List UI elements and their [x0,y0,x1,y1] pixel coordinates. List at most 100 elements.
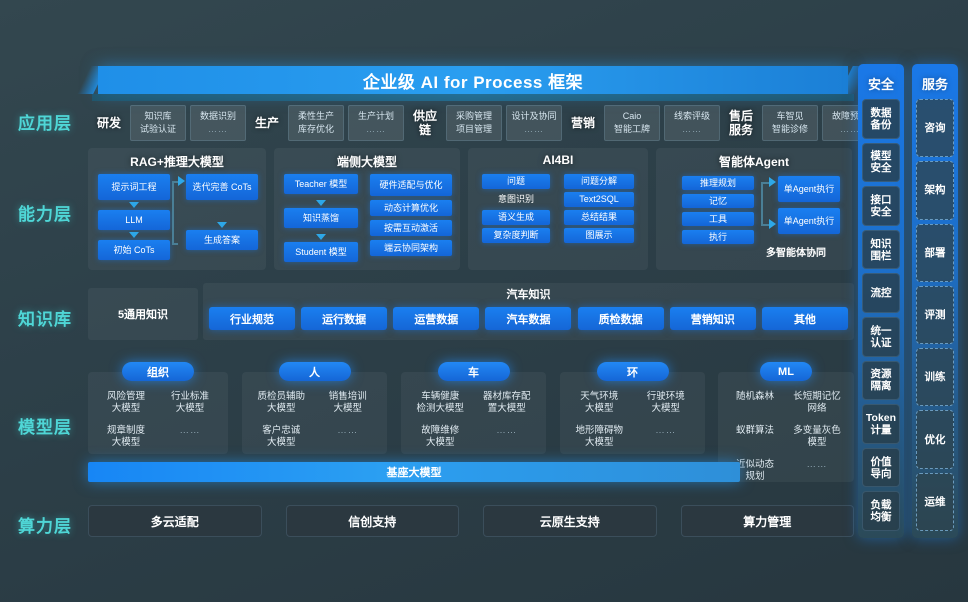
app-cell[interactable]: 采购管理 项目管理 [446,105,502,141]
service-item-operations[interactable]: 运维 [916,472,954,531]
knowledge-chip-industry-standards[interactable]: 行业规范 [209,307,295,330]
knowledge-chip-other[interactable]: 其他 [761,307,848,330]
model-group-ml[interactable]: ML 随机森林 长短期记忆 网络 蚁群算法 多变量灰色 模型 近似动态 规划 …… [718,362,854,482]
chip-execution[interactable]: 执行 [682,230,754,244]
compute-cell-cloud-native[interactable]: 云原生支持 [483,505,657,537]
security-item-knowledge-fence[interactable]: 知识 围栏 [862,229,900,270]
model-cell[interactable]: 故障维修 大模型 [421,425,460,448]
security-item-value-orientation[interactable]: 价值 导向 [862,447,900,488]
model-cell[interactable]: 风险管理 大模型 [106,391,145,414]
model-group-environment[interactable]: 环 天气环境 大模型 行驶环境 大模型 地形障碍物 大模型 …… [560,362,705,454]
chip-student-model[interactable]: Student 模型 [284,242,358,262]
chip-semantic-generation[interactable]: 语义生成 [482,210,550,225]
app-group-production[interactable]: 生产 柔性生产 库存优化 生产计划 …… [246,101,404,145]
chip-question[interactable]: 问题 [482,174,550,189]
knowledge-chip-vehicle-data[interactable]: 汽车数据 [485,307,572,330]
chip-dynamic-compute-opt[interactable]: 动态计算优化 [370,200,452,216]
foundation-model-bar[interactable]: 基座大模型 [88,462,740,482]
app-cell[interactable]: Caio 智能工牌 [604,105,660,141]
chip-single-agent-exec-1[interactable]: 单Agent执行 [778,176,840,202]
knowledge-chip-marketing-knowledge[interactable]: 营销知识 [669,307,756,330]
service-item-deployment[interactable]: 部署 [916,223,954,282]
model-group-organization[interactable]: 组织 风险管理 大模型 行业标准 大模型 规章制度 大模型 …… [88,362,228,454]
app-cell[interactable]: 线索评级 …… [664,105,720,141]
app-cell[interactable]: 车智见 智能诊修 [762,105,818,141]
chip-summarize-result[interactable]: 总结结果 [564,210,634,225]
compute-cell-xinchuang[interactable]: 信创支持 [285,505,459,537]
chip-initial-cots[interactable]: 初始 CoTs [98,240,170,260]
capability-card-ai4bi[interactable]: AI4BI 问题 意图识别 语义生成 复杂度判断 问题分解 Text2SQL 总… [468,148,648,270]
compute-cell-multicloud[interactable]: 多云适配 [88,505,262,537]
model-cell[interactable]: 质检员辅助 大模型 [257,391,305,414]
app-group-marketing[interactable]: 营销 Caio 智能工牌 线索评级 …… [562,101,720,145]
chip-text2sql[interactable]: Text2SQL [564,192,634,207]
model-cell[interactable]: 多变量灰色 模型 [793,425,841,448]
service-item-evaluation[interactable]: 评测 [916,285,954,345]
security-item-resource-isolation[interactable]: 资源 隔离 [862,360,900,401]
knowledge-chip-quality-data[interactable]: 质检数据 [577,307,664,330]
model-cell[interactable]: 销售培训 大模型 [328,391,367,414]
knowledge-chip-business-data[interactable]: 运营数据 [393,307,480,330]
model-cell[interactable]: 器材库存配 置大模型 [482,391,531,414]
security-item-flow-control[interactable]: 流控 [862,273,900,313]
app-cell[interactable]: 设计及协同 …… [506,105,562,141]
security-item-load-balancing[interactable]: 负载 均衡 [862,491,900,531]
model-cell[interactable]: 随机森林 [735,391,774,402]
capability-card-rag[interactable]: RAG+推理大模型 提示词工程 LLM 初始 CoTs 迭代完善 CoTs 生成… [88,148,266,270]
app-cell[interactable]: 生产计划 …… [348,105,404,141]
service-item-training[interactable]: 训练 [916,348,954,407]
chip-single-agent-exec-2[interactable]: 单Agent执行 [778,208,840,234]
model-cell[interactable]: 车辆健康 检测大模型 [416,391,464,414]
model-cell[interactable]: 行驶环境 大模型 [646,391,685,414]
model-cell[interactable]: 长短期记忆 网络 [793,391,841,414]
capability-card-edge[interactable]: 端侧大模型 Teacher 模型 知识蒸馏 Student 模型 硬件适配与优化… [274,148,460,270]
chip-hardware-adaptation[interactable]: 硬件适配与优化 [370,174,452,196]
service-item-architecture[interactable]: 架构 [916,161,954,220]
security-item-unified-auth[interactable]: 统一 认证 [862,316,900,357]
app-cell[interactable]: 柔性生产 库存优化 [288,105,344,141]
connector-line [761,182,763,224]
model-cell[interactable]: 行业标准 大模型 [170,391,209,414]
capability-card-agent[interactable]: 智能体Agent 推理规划 记忆 工具 执行 单Agent执行 单Agent执行… [656,148,852,270]
app-cell[interactable]: 数据识别 …… [190,105,246,141]
knowledge-general[interactable]: 5通用知识 [88,288,198,340]
model-cell[interactable]: 地形障碍物 大模型 [575,425,623,448]
model-group-vehicle[interactable]: 车 车辆健康 检测大模型 器材库存配 置大模型 故障维修 大模型 …… [401,362,546,454]
model-cell[interactable]: 客户忠诚 大模型 [262,425,301,448]
model-cell[interactable]: 蚁群算法 [735,425,774,436]
chip-complexity-judgement[interactable]: 复杂度判断 [482,228,550,243]
compute-cell-management[interactable]: 算力管理 [680,505,854,537]
model-group-pill: 组织 [122,362,194,381]
app-group-rd[interactable]: 研发 知识库 试验认证 数据识别 …… [88,101,246,145]
security-item-data-backup[interactable]: 数据 备份 [862,99,900,139]
security-item-api-security[interactable]: 接口 安全 [862,186,900,226]
model-cell[interactable]: 近似动态 规划 [735,459,774,482]
chip-on-demand-activation[interactable]: 按需互动激活 [370,220,452,236]
chip-generate-answer[interactable]: 生成答案 [186,230,258,250]
chip-reasoning-planning[interactable]: 推理规划 [682,176,754,190]
chip-chart-display[interactable]: 图展示 [564,228,634,243]
service-item-optimization[interactable]: 优化 [916,410,954,469]
security-item-token-metering[interactable]: Token 计量 [862,404,900,444]
chip-teacher-model[interactable]: Teacher 模型 [284,174,358,194]
model-cell[interactable]: 规章制度 大模型 [106,425,145,448]
chip-iterative-cots[interactable]: 迭代完善 CoTs [186,174,258,200]
security-item-model-security[interactable]: 模型 安全 [862,142,900,183]
chip-tools[interactable]: 工具 [682,212,754,226]
knowledge-chip-operation-data[interactable]: 运行数据 [301,307,388,330]
arrow-down-icon [129,232,139,238]
model-group-people[interactable]: 人 质检员辅助 大模型 销售培训 大模型 客户忠诚 大模型 …… [242,362,387,454]
app-cell[interactable]: 知识库 试验认证 [130,105,186,141]
chip-knowledge-distillation[interactable]: 知识蒸馏 [284,208,358,228]
chip-intent-recognition[interactable]: 意图识别 [497,194,534,204]
app-group-supply-chain[interactable]: 供应链 采购管理 项目管理 设计及协同 …… [404,101,562,145]
service-item-consulting[interactable]: 咨询 [916,99,954,158]
chip-llm[interactable]: LLM [98,210,170,230]
chip-prompt-engineering[interactable]: 提示词工程 [98,174,170,200]
model-cell[interactable]: 天气环境 大模型 [580,391,619,414]
chip-question-decomposition[interactable]: 问题分解 [564,174,634,189]
app-group-aftersales[interactable]: 售后服务 车智见 智能诊修 故障预警 …… [720,101,878,145]
chip-memory[interactable]: 记忆 [682,194,754,208]
app-cell-line2: …… [524,124,544,134]
chip-cloud-edge-architecture[interactable]: 端云协同架构 [370,240,452,256]
